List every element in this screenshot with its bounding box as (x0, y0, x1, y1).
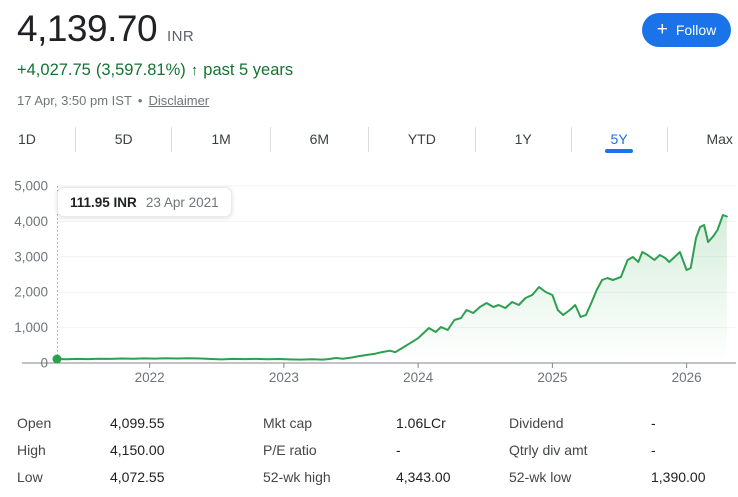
price-line (56, 214, 728, 361)
change-percent: (3,597.81%) (95, 61, 186, 79)
stat-value: - (396, 441, 401, 458)
area-fill (57, 215, 727, 363)
stat-label: High (17, 441, 46, 458)
tab-5y[interactable]: 5Y (605, 125, 634, 153)
stat-value: 4,150.00 (110, 441, 165, 458)
svg-text:2023: 2023 (269, 370, 299, 385)
tab-label: 6M (309, 131, 330, 147)
tab-divider (474, 126, 476, 152)
active-tab-underline (605, 149, 634, 153)
y-axis-labels: 0 1,000 2,000 3,000 4,000 5,000 (14, 179, 48, 371)
svg-text:3,000: 3,000 (14, 249, 48, 264)
stat-label: 52-wk high (263, 468, 331, 485)
tab-1y[interactable]: 1Y (513, 125, 534, 153)
tab-max[interactable]: Max (704, 125, 734, 153)
svg-text:5,000: 5,000 (14, 179, 48, 194)
svg-text:4,000: 4,000 (14, 214, 48, 229)
stats-column: Open 4,099.55 High 4,150.00 Low 4,072.55 (17, 409, 165, 490)
svg-text:2,000: 2,000 (14, 285, 48, 300)
stat-label: 52-wk low (509, 468, 572, 485)
svg-text:2022: 2022 (135, 370, 165, 385)
tab-divider (570, 126, 572, 152)
tab-label: 1D (18, 131, 36, 147)
stat-label: Low (17, 468, 43, 485)
current-price: 4,139.70 (17, 8, 158, 49)
tab-label: 1M (211, 131, 231, 147)
tab-label: Max (706, 131, 733, 147)
timestamp: 17 Apr, 3:50 pm IST (17, 93, 132, 108)
disclaimer-link[interactable]: Disclaimer (148, 93, 210, 108)
tab-divider (74, 126, 76, 152)
price-chart[interactable]: 0 1,000 2,000 3,000 4,000 5,000 2022 2023 2024 20… (0, 175, 738, 393)
time-range-tabs: 1D 5D 1M 6M YTD 1Y 5Y Max (0, 125, 738, 153)
stat-value: - (651, 441, 656, 458)
key-stats-table: Open 4,099.55 High 4,150.00 Low 4,072.55 Mkt c… (0, 409, 738, 493)
tab-1d[interactable]: 1D (16, 125, 38, 153)
hover-dot (52, 354, 62, 364)
price-change-line: +4,027.75 (3,597.81%) ↑ past 5 years (17, 61, 293, 80)
stat-label: Qtrly div amt (509, 441, 588, 458)
change-period: past 5 years (203, 61, 294, 79)
tooltip-date: 23 Apr 2021 (145, 194, 219, 210)
svg-text:2026: 2026 (672, 370, 702, 385)
stat-label: Mkt cap (263, 414, 313, 431)
follow-button[interactable]: + Follow (642, 13, 731, 47)
tab-ytd[interactable]: YTD (406, 125, 438, 153)
price-header: 4,139.70 INR (17, 8, 194, 50)
plus-icon: + (656, 18, 668, 40)
tab-divider (269, 126, 271, 152)
x-axis-labels: 2022 2023 2024 2025 2026 (135, 363, 702, 385)
stats-column: Dividend - Qtrly div amt - 52-wk low 1,390.00 (509, 409, 706, 490)
svg-text:2025: 2025 (537, 370, 567, 385)
tab-6m[interactable]: 6M (308, 125, 331, 153)
currency-label: INR (167, 28, 195, 45)
stat-label: Dividend (509, 414, 564, 431)
stat-label: P/E ratio (263, 441, 317, 458)
stat-value: 4,343.00 (396, 468, 451, 485)
up-arrow-icon: ↑ (190, 62, 199, 79)
stat-value: 1,390.00 (651, 468, 706, 485)
stats-column: Mkt cap 1.06LCr P/E ratio - 52-wk high 4,343.… (263, 409, 451, 490)
tab-1m[interactable]: 1M (209, 125, 232, 153)
tab-label: 5D (114, 131, 133, 147)
svg-text:2024: 2024 (403, 370, 434, 385)
tab-label: 1Y (514, 131, 532, 147)
tab-divider (666, 126, 668, 152)
tab-divider (171, 126, 173, 152)
tooltip-value: 111.95 INR (70, 194, 137, 210)
tab-label: YTD (407, 131, 436, 147)
tab-divider (367, 126, 369, 152)
stat-value: 1.06LCr (396, 414, 446, 431)
stat-value: 4,072.55 (110, 468, 165, 485)
svg-text:1,000: 1,000 (14, 320, 48, 335)
dot-separator: • (137, 93, 143, 108)
stat-label: Open (17, 414, 52, 431)
chart-tooltip: 111.95 INR 23 Apr 2021 (57, 187, 232, 217)
svg-text:0: 0 (40, 356, 48, 371)
timestamp-row: 17 Apr, 3:50 pm IST • Disclaimer (17, 93, 209, 108)
stat-value: - (651, 414, 656, 431)
change-amount: +4,027.75 (17, 61, 91, 79)
tab-5d[interactable]: 5D (113, 125, 135, 153)
follow-button-label: Follow (675, 22, 717, 38)
stat-value: 4,099.55 (110, 414, 165, 431)
tab-label: 5Y (610, 131, 628, 147)
